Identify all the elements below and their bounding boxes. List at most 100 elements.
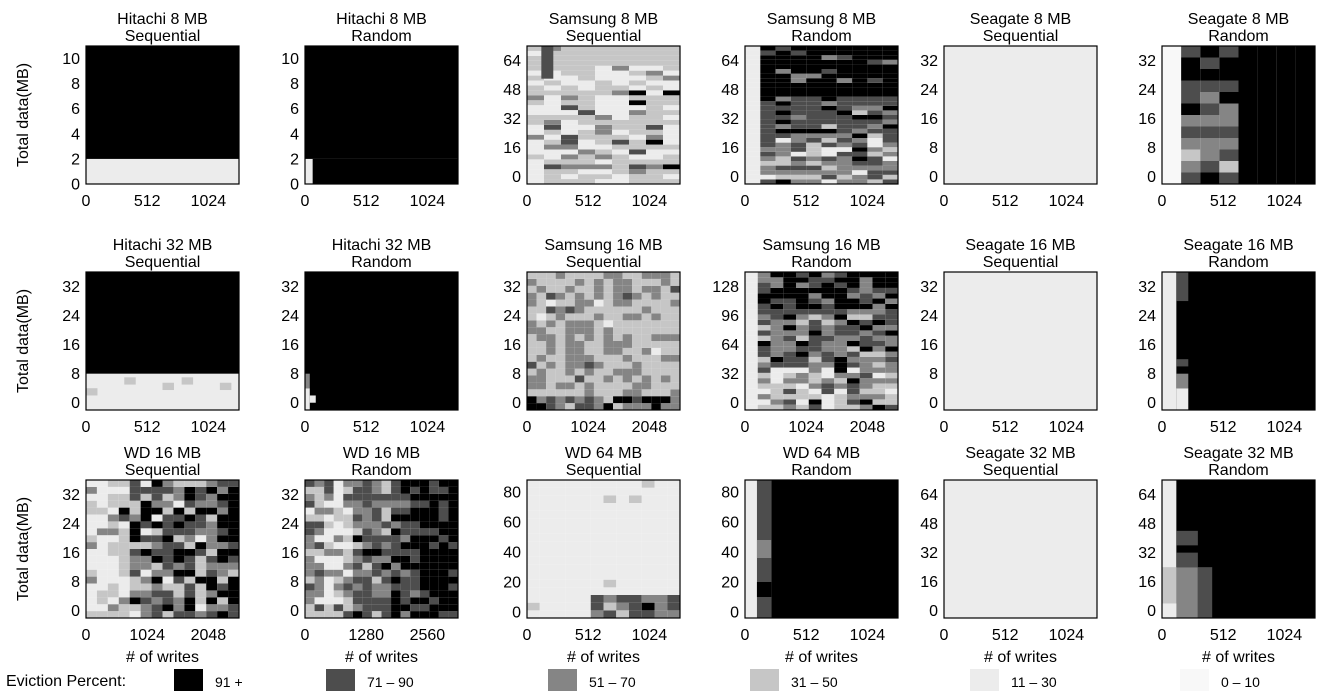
heatmap-cell — [745, 92, 761, 97]
heatmap-cell — [745, 142, 761, 148]
heatmap-cell — [527, 169, 544, 175]
heatmap-cell — [757, 325, 771, 331]
heatmap-cell — [195, 528, 207, 536]
heatmap-cell — [343, 597, 353, 605]
heatmap-cell — [790, 165, 807, 171]
heatmap-cell — [770, 293, 784, 299]
heatmap-cell — [381, 583, 392, 591]
heatmap-cell — [651, 306, 661, 314]
heatmap-cell — [362, 583, 372, 591]
heatmap-cell — [352, 493, 363, 501]
heatmap-cell — [206, 500, 218, 508]
heatmap-cell — [641, 403, 652, 410]
heatmap-cell — [143, 388, 155, 396]
heatmap-cell — [536, 354, 547, 362]
y-tick-label: 24 — [1138, 308, 1156, 325]
heatmap-cell — [641, 285, 652, 293]
heatmap-cell — [616, 495, 629, 503]
heatmap-cell — [527, 149, 544, 155]
heatmap-cell — [882, 50, 898, 56]
heatmap-cell — [670, 327, 680, 335]
heatmap-cell — [821, 64, 837, 69]
heatmap-cell — [324, 549, 334, 556]
heatmap-cell — [305, 569, 315, 577]
heatmap-cell — [847, 399, 860, 405]
heatmap-cell — [217, 514, 229, 522]
heatmap-cell — [314, 480, 325, 487]
x-tick-label: 512 — [793, 627, 820, 644]
heatmap-cell — [578, 60, 595, 66]
heatmap-cell — [821, 179, 837, 184]
heatmap-cell — [391, 480, 401, 487]
heatmap-cell — [217, 597, 229, 605]
heatmap-cell — [806, 55, 822, 60]
heatmap-cell — [527, 100, 544, 106]
heatmap-cell — [663, 105, 680, 111]
heatmap-cell — [613, 403, 623, 410]
heatmap-cell — [821, 404, 835, 410]
heatmap-cell — [173, 514, 185, 522]
heatmap-cell — [796, 388, 809, 395]
heatmap-cell — [151, 500, 163, 508]
heatmap-cell — [305, 590, 315, 598]
heatmap-cell — [352, 611, 363, 618]
heatmap-cell — [667, 549, 680, 557]
heatmap-cell — [872, 404, 886, 410]
heatmap-cell — [448, 604, 458, 612]
heatmap-cell — [834, 293, 847, 299]
heatmap-cell — [195, 569, 207, 577]
heatmap-cell — [632, 389, 642, 397]
y-tick-label: 24 — [1138, 82, 1156, 99]
heatmap-cell — [527, 115, 544, 120]
y-tick-label: 0 — [1147, 395, 1156, 412]
y-tick-label: 80 — [503, 485, 521, 502]
heatmap-cell — [539, 526, 553, 534]
heatmap-cell — [745, 174, 761, 180]
heatmap-cell — [783, 346, 796, 352]
heatmap-cell — [745, 287, 758, 294]
heatmap-cell — [629, 480, 642, 488]
heatmap-cell — [622, 313, 633, 321]
heatmap-cell — [632, 396, 642, 404]
heatmap-cell — [129, 535, 141, 543]
heatmap-cell — [184, 528, 196, 536]
panel-title: WD 16 MB — [343, 445, 420, 462]
heatmap-cell — [206, 590, 218, 598]
heatmap-cell — [847, 356, 860, 363]
heatmap-cell — [1176, 272, 1189, 302]
heatmap-cell — [86, 493, 97, 501]
heatmap-cell — [151, 590, 163, 598]
heatmap-cell — [419, 562, 430, 570]
heatmap-cell — [565, 368, 575, 376]
heatmap-cell — [885, 272, 898, 278]
heatmap-cell — [1238, 46, 1258, 58]
x-tick-label: 0 — [1158, 193, 1167, 210]
heatmap-cell — [806, 69, 822, 74]
heatmap-cell — [629, 85, 646, 91]
panel-title: Seagate 8 MB — [1188, 11, 1289, 28]
heatmap-cell — [616, 579, 629, 588]
heatmap-cell — [228, 555, 239, 563]
heatmap-cell — [565, 533, 578, 542]
heatmap-cell — [654, 533, 668, 542]
heatmap-cell — [561, 164, 578, 170]
heatmap-cell — [527, 164, 544, 170]
heatmap-cell — [438, 583, 449, 591]
heatmap-cell — [527, 541, 540, 549]
heatmap-cell — [775, 82, 791, 88]
heatmap-cell — [882, 138, 898, 143]
heatmap-cell — [362, 542, 372, 549]
heatmap-cell — [595, 80, 612, 86]
heatmap-cell — [613, 375, 623, 383]
heatmap-cell — [324, 604, 334, 612]
heatmap-cell — [834, 298, 847, 304]
heatmap-cell — [770, 298, 784, 304]
heatmap-cell — [629, 46, 646, 51]
heatmap-cell — [622, 382, 633, 390]
heatmap-cell — [343, 486, 353, 494]
heatmap-cell — [1238, 115, 1258, 127]
x-tick-label: 1024 — [1049, 193, 1085, 210]
heatmap-cell — [536, 389, 547, 397]
heatmap-cell — [391, 486, 401, 494]
heatmap-cell — [612, 70, 629, 76]
